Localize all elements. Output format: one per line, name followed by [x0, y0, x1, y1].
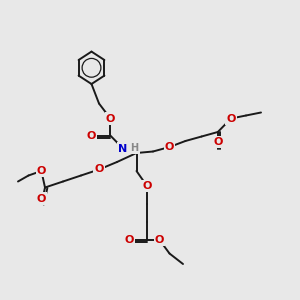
- Text: O: O: [94, 164, 104, 175]
- Text: H: H: [130, 142, 139, 153]
- Text: O: O: [124, 235, 134, 245]
- Text: O: O: [86, 130, 96, 141]
- Text: O: O: [142, 181, 152, 191]
- Text: O: O: [37, 194, 46, 204]
- Text: O: O: [213, 137, 223, 147]
- Text: N: N: [118, 143, 127, 154]
- Text: O: O: [165, 142, 174, 152]
- Text: O: O: [106, 113, 115, 124]
- Text: O: O: [155, 235, 164, 245]
- Text: O: O: [226, 113, 236, 124]
- Text: O: O: [37, 166, 46, 176]
